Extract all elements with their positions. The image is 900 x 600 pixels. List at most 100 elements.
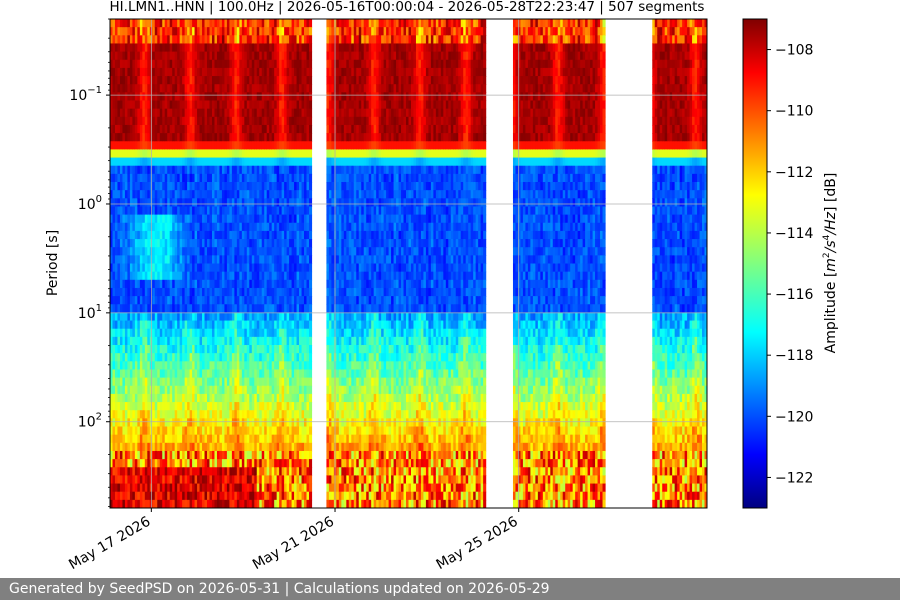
heatmap-cell	[169, 255, 173, 265]
heatmap-cell	[167, 35, 171, 45]
heatmap-cell	[219, 100, 223, 110]
heatmap-cell	[279, 450, 283, 460]
heatmap-cell	[142, 312, 146, 322]
heatmap-cell	[184, 475, 188, 485]
heatmap-cell	[177, 320, 181, 330]
heatmap-cell	[184, 296, 188, 305]
heatmap-cell	[164, 320, 168, 330]
heatmap-cell	[112, 467, 116, 476]
heatmap-cell	[241, 328, 245, 338]
heatmap-cell	[174, 157, 178, 167]
heatmap-cell	[259, 116, 263, 126]
heatmap-cell	[251, 369, 255, 379]
heatmap-cell	[231, 67, 235, 77]
heatmap-cell	[229, 393, 233, 403]
heatmap-cell	[162, 467, 166, 476]
heatmap-cell	[184, 263, 188, 273]
heatmap-cell	[294, 173, 298, 183]
heatmap-cell	[244, 149, 248, 159]
heatmap-cell	[291, 369, 295, 379]
heatmap-cell	[209, 51, 213, 61]
heatmap-cell	[244, 141, 248, 150]
heatmap-cell	[299, 157, 303, 167]
heatmap-cell	[199, 402, 203, 411]
heatmap-cell	[286, 51, 290, 61]
heatmap-cell	[256, 385, 260, 395]
heatmap-cell	[197, 141, 201, 150]
heatmap-cell	[249, 361, 253, 371]
heatmap-cell	[214, 141, 218, 150]
heatmap-cell	[197, 345, 201, 354]
heatmap-cell	[328, 239, 332, 248]
heatmap-cell	[239, 51, 243, 61]
heatmap-cell	[269, 19, 273, 28]
heatmap-cell	[127, 51, 131, 61]
heatmap-cell	[137, 198, 141, 208]
heatmap-cell	[219, 76, 223, 85]
heatmap-cell	[169, 51, 173, 61]
heatmap-cell	[214, 418, 218, 428]
heatmap-cell	[284, 393, 288, 403]
heatmap-cell	[167, 328, 171, 338]
heatmap-cell	[152, 27, 156, 36]
heatmap-cell	[167, 418, 171, 428]
heatmap-cell	[279, 149, 283, 159]
heatmap-cell	[259, 328, 263, 338]
heatmap-cell	[276, 328, 280, 338]
heatmap-cell	[137, 133, 141, 142]
heatmap-cell	[172, 442, 176, 452]
heatmap-cell	[289, 320, 293, 330]
heatmap-cell	[122, 459, 126, 468]
heatmap-cell	[124, 475, 129, 485]
heatmap-cell	[142, 320, 146, 330]
heatmap-cell	[224, 19, 228, 28]
heatmap-cell	[234, 336, 238, 346]
heatmap-cell	[199, 247, 203, 256]
heatmap-cell	[269, 141, 273, 150]
heatmap-cell	[306, 393, 310, 403]
heatmap-cell	[187, 353, 191, 362]
heatmap-cell	[229, 304, 233, 313]
heatmap-cell	[179, 385, 183, 395]
heatmap-cell	[239, 255, 243, 265]
heatmap-cell	[246, 263, 250, 273]
heatmap-cell	[299, 51, 303, 61]
heatmap-cell	[251, 247, 255, 256]
heatmap-cell	[132, 108, 136, 118]
heatmap-cell	[231, 108, 235, 118]
heatmap-cell	[269, 353, 273, 362]
heatmap-cell	[179, 141, 183, 150]
heatmap-cell	[162, 92, 166, 102]
heatmap-cell	[177, 450, 181, 460]
heatmap-cell	[124, 402, 129, 411]
heatmap-cell	[294, 214, 298, 224]
heatmap-cell	[144, 271, 148, 281]
heatmap-cell	[328, 76, 332, 85]
heatmap-cell	[204, 369, 208, 379]
heatmap-cell	[229, 296, 233, 305]
heatmap-cell	[152, 296, 156, 305]
heatmap-cell	[239, 377, 243, 387]
heatmap-cell	[157, 100, 161, 110]
heatmap-cell	[211, 84, 216, 93]
heatmap-cell	[147, 92, 151, 102]
heatmap-cell	[246, 499, 250, 508]
heatmap-cell	[197, 499, 201, 508]
heatmap-cell	[261, 491, 265, 501]
heatmap-cell	[209, 312, 213, 322]
heatmap-cell	[259, 336, 263, 346]
heatmap-cell	[172, 459, 176, 468]
heatmap-cell	[134, 287, 138, 297]
heatmap-cell	[182, 467, 186, 476]
heatmap-cell	[157, 475, 161, 485]
heatmap-cell	[304, 279, 308, 289]
heatmap-cell	[211, 426, 216, 436]
heatmap-cell	[229, 149, 233, 159]
heatmap-cell	[119, 491, 124, 501]
heatmap-cell	[119, 239, 124, 248]
heatmap-cell	[204, 51, 208, 61]
heatmap-cell	[259, 222, 263, 232]
heatmap-cell	[187, 214, 191, 224]
heatmap-cell	[134, 418, 138, 428]
heatmap-cell	[296, 247, 300, 256]
